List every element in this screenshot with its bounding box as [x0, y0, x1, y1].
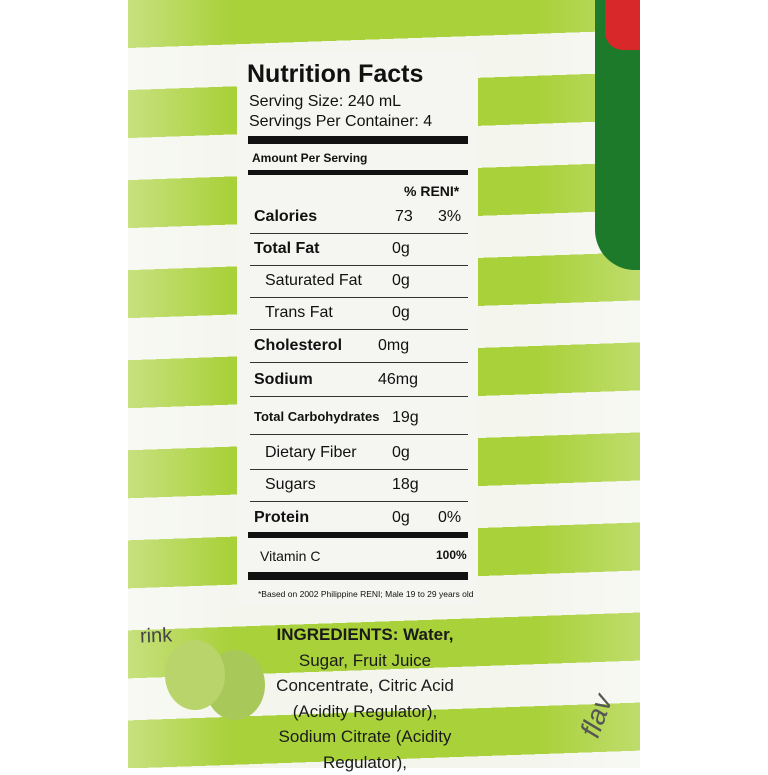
nutrient-label: Dietary Fiber: [265, 444, 357, 462]
nutrient-label: Sugars: [265, 476, 316, 494]
footnote: *Based on 2002 Philippine RENI; Male 19 …: [258, 589, 473, 599]
ingredients-line: INGREDIENTS: Water,: [240, 622, 490, 648]
vitamin-c-pct: 100%: [436, 548, 467, 562]
row-divider: [250, 469, 468, 470]
ingredients-line: Sodium Citrate (Acidity: [240, 724, 490, 750]
row-divider: [250, 362, 468, 363]
nutrient-amount: 0mg: [378, 337, 409, 355]
vitamin-c-label: Vitamin C: [260, 548, 320, 564]
nutrient-label: Calories: [254, 208, 317, 226]
grape-illustration: [165, 640, 225, 710]
nutrient-label: Saturated Fat: [265, 272, 362, 290]
ingredients-line: Sugar, Fruit Juice: [240, 648, 490, 674]
nutrient-label: Cholesterol: [254, 337, 342, 355]
side-text-left: rink: [140, 624, 173, 648]
nutrient-amount: 46mg: [378, 371, 418, 389]
divider: [248, 136, 468, 144]
nutrient-amount: 0g: [392, 509, 410, 527]
nutrient-amount: 18g: [392, 476, 419, 494]
nutrition-title: Nutrition Facts: [247, 60, 423, 89]
brand-badge: [595, 0, 640, 270]
servings-per-container: Servings Per Container: 4: [249, 113, 432, 131]
nutrient-amount: 0g: [392, 272, 410, 290]
nutrient-label: Protein: [254, 509, 309, 527]
divider: [248, 170, 468, 175]
nutrient-amount: 19g: [392, 409, 419, 427]
row-divider: [250, 501, 468, 502]
ingredients-line: Concentrate, Citric Acid: [240, 673, 490, 699]
ingredients-line-0: INGREDIENTS: Water,: [277, 625, 454, 644]
nutrient-label: Sodium: [254, 371, 313, 389]
divider: [248, 532, 468, 538]
nutrient-pct: 3%: [438, 208, 461, 226]
row-divider: [250, 329, 468, 330]
amount-per-serving: Amount Per Serving: [252, 151, 367, 165]
ingredients-line: Regulator),: [240, 750, 490, 775]
ingredients-line: (Acidity Regulator),: [240, 699, 490, 725]
row-divider: [250, 233, 468, 234]
nutrient-amount: 0g: [392, 240, 410, 258]
row-divider: [250, 265, 468, 266]
row-divider: [250, 434, 468, 435]
nutrient-amount: 0g: [392, 444, 410, 462]
nutrient-label: Trans Fat: [265, 304, 333, 322]
serving-size: Serving Size: 240 mL: [249, 93, 401, 111]
nutrient-label: Total Fat: [254, 240, 319, 258]
ingredients: INGREDIENTS: Water, Sugar, Fruit Juice C…: [240, 622, 490, 775]
nutrient-amount: 0g: [392, 304, 410, 322]
nutrient-pct: 0%: [438, 509, 461, 527]
nutrient-amount: 73: [395, 208, 413, 226]
row-divider: [250, 297, 468, 298]
nutrient-label: Total Carbohydrates: [254, 409, 379, 424]
divider: [248, 572, 468, 580]
reni-header: % RENI*: [404, 183, 459, 199]
row-divider: [250, 396, 468, 397]
